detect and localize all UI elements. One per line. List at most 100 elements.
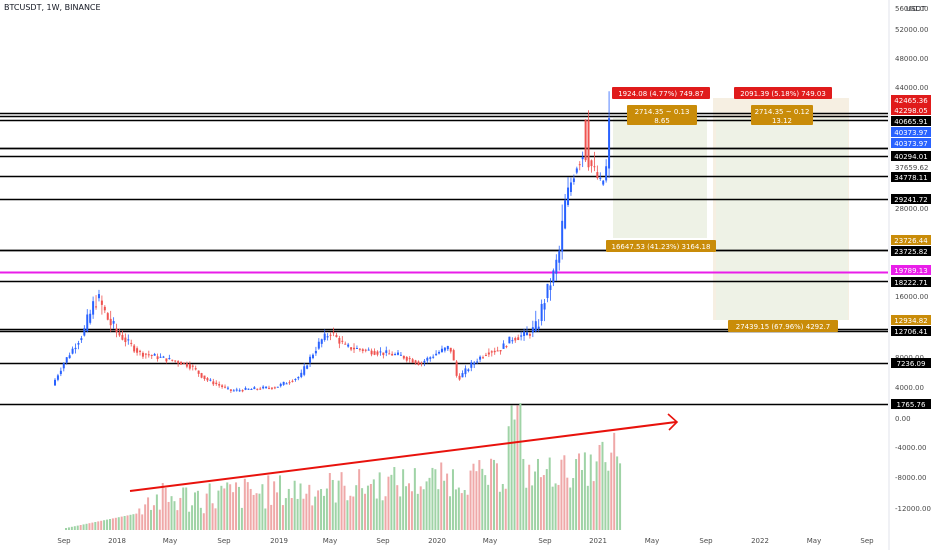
candle-body: [133, 345, 136, 352]
price-tag-label-3: 40373.97: [894, 129, 927, 137]
candle-body: [139, 350, 142, 352]
candle-body: [294, 378, 297, 380]
candle-body: [177, 361, 180, 364]
price-tag-label-2: 40665.91: [894, 118, 927, 126]
candle-body: [505, 346, 508, 348]
candle-body: [564, 200, 567, 229]
volume-bar: [296, 498, 299, 530]
volume-bar: [528, 464, 531, 530]
volume-trendline: [129, 421, 677, 492]
candle-body: [355, 347, 358, 349]
volume-bar: [607, 470, 610, 530]
volume-bar: [161, 483, 164, 530]
volume-bar: [366, 485, 369, 530]
candle-body: [124, 337, 127, 343]
volume-bar: [375, 498, 378, 530]
candle-body: [599, 177, 602, 179]
candle-body: [218, 384, 221, 386]
price-tag-2: [891, 116, 931, 126]
candle-body: [350, 347, 353, 350]
candle-body: [370, 350, 373, 355]
volume-bar: [440, 462, 443, 530]
candle-body: [162, 356, 165, 358]
price-tag-10: [891, 265, 931, 275]
volume-bar: [566, 477, 569, 530]
volume-bar: [91, 522, 94, 530]
candle-body: [534, 321, 537, 332]
volume-bar: [522, 458, 525, 530]
candle-body: [109, 318, 112, 326]
candle-body: [493, 350, 496, 353]
candle-body: [194, 368, 197, 370]
candle-body: [323, 333, 326, 340]
candle-body: [423, 360, 426, 363]
volume-bar: [501, 483, 504, 530]
price-tag-4: [891, 138, 931, 148]
volume-bar: [211, 503, 214, 530]
volume-bar: [293, 480, 296, 530]
volume-bar: [592, 481, 595, 530]
volume-bar: [416, 493, 419, 530]
volume-bar: [82, 524, 85, 530]
candle-body: [112, 321, 115, 324]
candle-body: [558, 250, 561, 263]
volume-bar: [65, 528, 67, 530]
candle-body: [367, 349, 370, 351]
projection-box-1: [613, 118, 707, 238]
annotation-text-0-0: 1924.08 (4.77%) 749.87: [618, 90, 704, 98]
price-tag-8: [891, 235, 931, 245]
volume-bar: [481, 468, 484, 530]
volume-bar: [320, 489, 323, 530]
volume-bar: [428, 477, 431, 530]
x-tick-label-8: May: [483, 537, 497, 545]
y-tick-label-10: 0.00: [895, 415, 911, 423]
volume-bar: [355, 485, 358, 530]
candle-body: [341, 340, 344, 342]
volume-bar: [217, 490, 220, 530]
y-tick-label-3: 44000.00: [895, 84, 928, 92]
candle-body: [326, 336, 329, 338]
volume-bar: [261, 484, 264, 530]
volume-bar: [70, 526, 73, 530]
volume-bar: [182, 487, 185, 530]
volume-bar: [519, 403, 522, 530]
volume-bar: [103, 520, 106, 530]
volume-bar: [226, 482, 229, 530]
volume-bar: [578, 453, 581, 530]
candle-body: [461, 373, 464, 378]
candle-body: [584, 119, 587, 161]
y-tick-label-13: -12000.00: [895, 505, 931, 513]
candle-body: [100, 300, 103, 305]
candle-body: [83, 328, 86, 336]
candle-body: [379, 351, 382, 353]
candle-body: [590, 160, 593, 167]
projection-box-2-inner: [716, 118, 848, 320]
candle-body: [118, 332, 121, 336]
candle-body: [464, 368, 467, 375]
candle-body: [446, 346, 449, 350]
volume-bar: [73, 526, 76, 530]
candle-body: [226, 387, 229, 389]
candle-body: [581, 157, 584, 160]
annotation-text-3-0: 2714.35 ~ 0.12: [755, 108, 810, 116]
candle-body: [353, 347, 356, 350]
candle-body: [438, 351, 441, 354]
volume-bar: [340, 472, 343, 530]
candle-body: [71, 348, 74, 354]
candle-body: [174, 360, 177, 362]
volume-bar: [495, 463, 498, 530]
volume-bar: [237, 486, 240, 530]
price-tag-label-15: 1765.76: [897, 401, 926, 409]
candle-body: [338, 337, 341, 344]
x-tick-label-2: May: [163, 537, 177, 545]
candle-body: [531, 327, 534, 333]
volume-bar: [539, 477, 542, 530]
volume-bar: [152, 505, 155, 530]
y-tick-label-1: 52000.00: [895, 26, 928, 34]
volume-bar: [343, 485, 346, 530]
candle-body: [569, 182, 572, 193]
candle-body: [391, 353, 394, 356]
volume-bar: [176, 510, 179, 530]
candle-body: [335, 335, 338, 338]
